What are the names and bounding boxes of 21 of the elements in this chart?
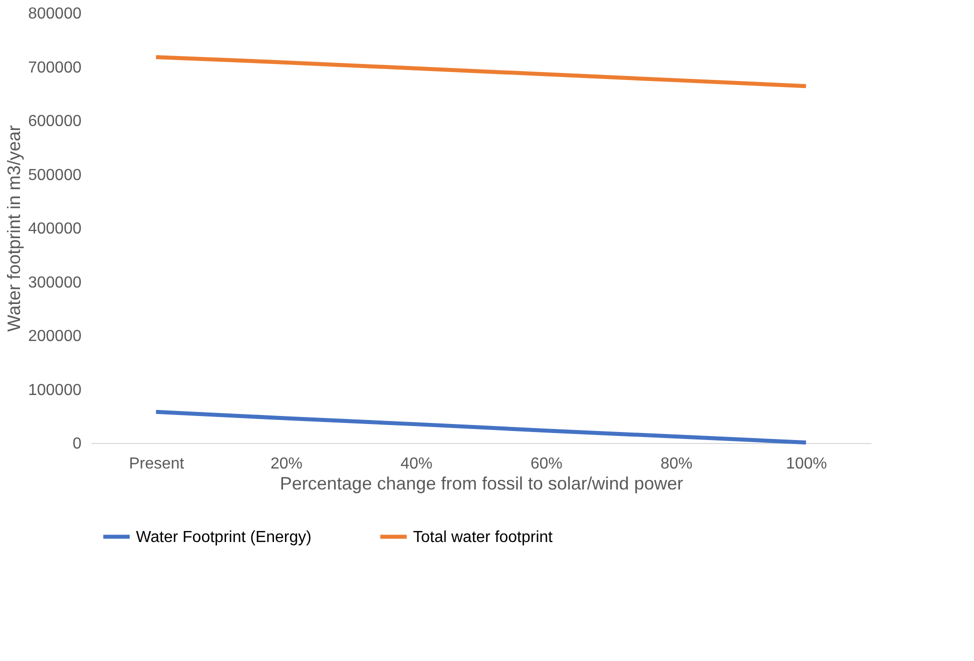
x-tick-label: 80% xyxy=(660,456,693,472)
x-tick-label: 20% xyxy=(270,456,303,472)
x-tick-label: 100% xyxy=(786,456,827,472)
x-tick-label: 60% xyxy=(530,456,563,472)
y-tick-label: 200000 xyxy=(28,328,82,345)
x-tick-label: Present xyxy=(128,456,185,472)
y-tick-label: 300000 xyxy=(28,274,82,292)
y-tick-label: 400000 xyxy=(28,220,82,238)
y-tick-label: 800000 xyxy=(28,6,82,22)
y-tick-label: 500000 xyxy=(28,166,82,184)
legend-label: Water Footprint (Energy) xyxy=(136,528,312,546)
y-tick-label: 600000 xyxy=(28,113,82,130)
legend-label: Total water footprint xyxy=(413,528,554,546)
x-axis-title: Percentage change from fossil to solar/wind power xyxy=(280,474,684,494)
line-series xyxy=(154,410,808,444)
y-axis-title: Water footprint in m3/year xyxy=(4,125,24,332)
y-tick-label: 0 xyxy=(72,436,82,452)
x-tick-label: 40% xyxy=(400,456,433,472)
y-tick-label: 100000 xyxy=(28,382,82,399)
line-series xyxy=(154,55,808,88)
y-tick-label: 700000 xyxy=(28,59,82,76)
